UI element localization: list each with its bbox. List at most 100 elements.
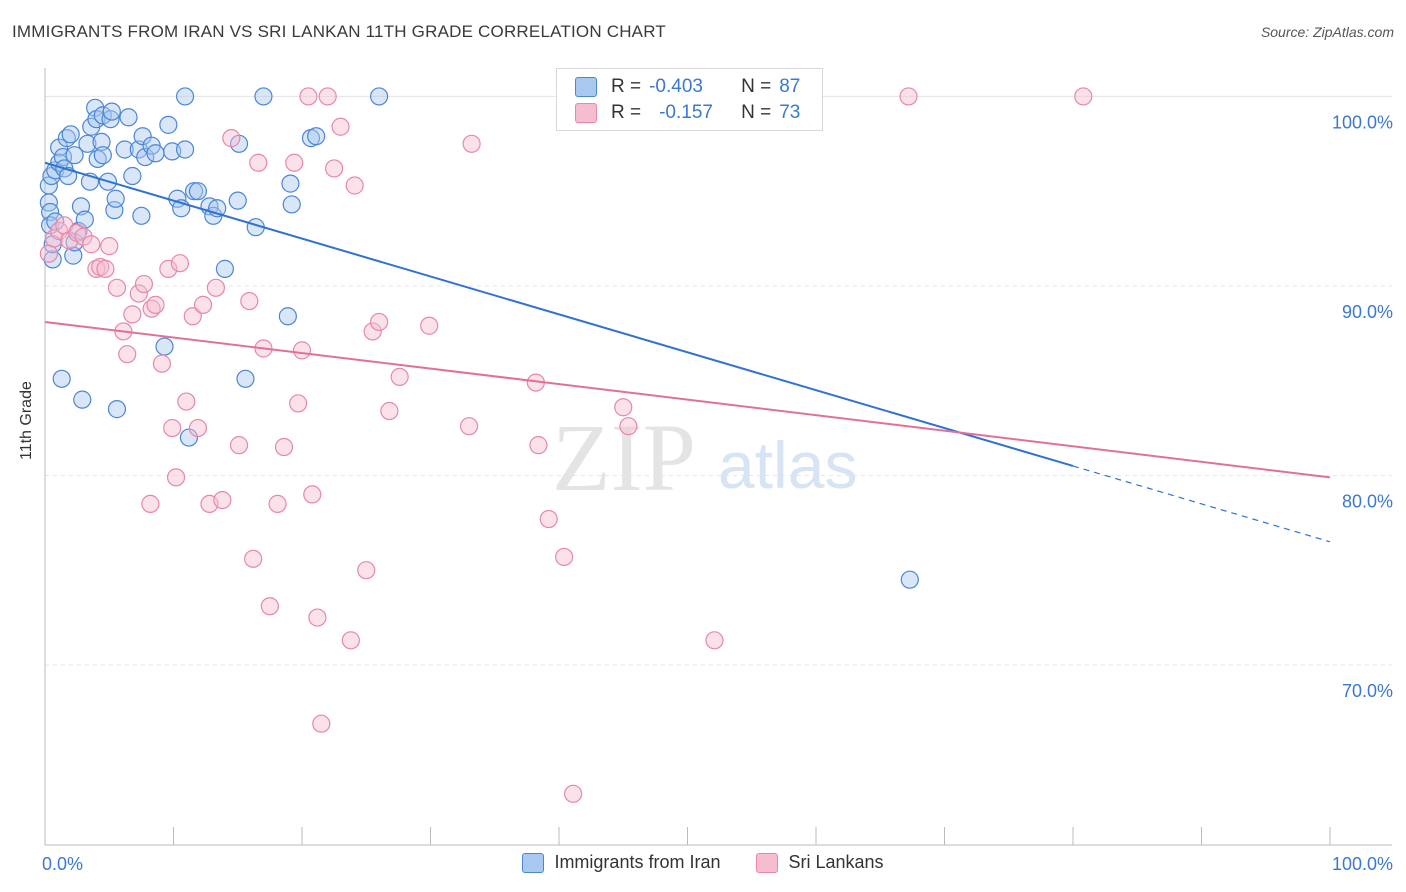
data-point <box>136 147 155 167</box>
data-point <box>100 237 119 256</box>
data-point <box>228 191 247 210</box>
data-point <box>102 102 121 121</box>
legend-item-iran[interactable]: Immigrants from Iran <box>522 852 720 873</box>
legend-label-iran: Immigrants from Iran <box>554 852 721 872</box>
data-point <box>132 206 151 225</box>
data-point <box>357 561 376 580</box>
data-point <box>184 182 204 201</box>
legend-n-value: 87 <box>779 76 801 97</box>
legend-r-value: -0.403 <box>649 76 703 97</box>
data-point <box>39 244 58 263</box>
data-point <box>123 305 142 324</box>
series-srilankan-points <box>39 87 1093 803</box>
data-point <box>281 174 300 193</box>
data-point <box>82 235 101 254</box>
tick-labels: 70.0% 80.0% 90.0% 100.0% 0.0% 100.0% <box>42 112 1393 874</box>
trend-line-iran <box>44 161 1074 467</box>
legend-n-label: N = <box>741 102 772 123</box>
legend-item-srilankan[interactable]: Sri Lankans <box>756 852 884 873</box>
data-point <box>39 193 58 212</box>
data-point <box>318 87 337 106</box>
legend-r-label: R = <box>611 76 642 97</box>
legend-r-value: -0.157 <box>659 102 713 123</box>
axes <box>44 68 1392 846</box>
data-point <box>74 227 93 246</box>
data-point <box>188 182 208 201</box>
data-point <box>41 202 60 222</box>
data-point <box>188 418 208 438</box>
data-point <box>166 468 186 487</box>
legend-label-srilankan: Sri Lankans <box>788 852 884 872</box>
chart-title: IMMIGRANTS FROM IRAN VS SRI LANKAN 11TH … <box>12 22 666 41</box>
data-point <box>390 367 409 387</box>
data-point <box>539 509 558 529</box>
data-point <box>78 134 97 153</box>
legend-n-label: N = <box>741 76 772 97</box>
data-point <box>380 401 399 421</box>
data-point <box>289 394 308 413</box>
data-point <box>299 87 318 106</box>
data-point <box>363 322 382 341</box>
data-point <box>129 284 148 303</box>
data-point <box>175 87 195 106</box>
data-point <box>705 631 724 650</box>
data-point <box>285 153 304 172</box>
data-point <box>159 115 178 134</box>
data-point <box>370 87 389 106</box>
data-point <box>146 295 165 314</box>
data-point <box>236 369 255 388</box>
data-point <box>107 278 127 297</box>
legend-row-srilankan: R = -0.157 N = 73 <box>575 101 800 125</box>
data-point <box>177 392 196 411</box>
data-point <box>213 490 232 510</box>
data-point <box>619 417 638 436</box>
data-point <box>115 140 134 159</box>
data-point <box>93 146 112 165</box>
data-point <box>107 400 127 419</box>
y-tick-label: 100.0% <box>1332 112 1393 132</box>
data-point <box>249 153 268 172</box>
data-point <box>420 316 439 335</box>
data-point <box>106 189 125 208</box>
data-point <box>141 494 160 513</box>
data-point <box>170 254 190 273</box>
y-tick-label: 80.0% <box>1342 491 1393 511</box>
data-point <box>146 144 165 163</box>
data-point <box>155 337 174 356</box>
data-point <box>274 437 294 457</box>
data-point <box>254 87 273 106</box>
data-point <box>292 341 312 360</box>
data-point <box>564 784 583 803</box>
y-tick-label: 70.0% <box>1342 681 1393 701</box>
x-tick-label: 100.0% <box>1332 854 1393 874</box>
data-point <box>529 436 548 455</box>
watermark-zip: ZIP <box>552 404 696 511</box>
data-point <box>244 549 263 568</box>
data-point <box>119 108 138 127</box>
data-point <box>899 87 918 106</box>
data-point <box>92 132 111 152</box>
watermark-atlas: atlas <box>718 428 857 502</box>
y-axis-label: 11th Grade <box>18 381 35 460</box>
data-point <box>229 436 249 455</box>
data-point <box>193 295 213 314</box>
data-point <box>555 547 574 567</box>
data-point <box>331 117 350 136</box>
correlation-legend: R = -0.403 N = 87 R = -0.157 N = 73 <box>556 68 823 131</box>
legend-n-value: 73 <box>779 102 801 123</box>
trend-lines <box>44 161 1331 543</box>
data-point <box>123 166 142 186</box>
data-point <box>206 278 226 297</box>
series-iran-points <box>39 87 919 589</box>
source-note: Source: ZipAtlas.com <box>1260 24 1394 40</box>
data-point <box>307 127 326 146</box>
y-tick-label: 90.0% <box>1342 302 1393 322</box>
data-point <box>65 146 84 165</box>
data-point <box>308 608 327 627</box>
data-point <box>50 138 69 157</box>
data-point <box>325 159 344 178</box>
data-point <box>215 259 234 278</box>
data-point <box>52 369 71 388</box>
data-point <box>134 274 154 294</box>
